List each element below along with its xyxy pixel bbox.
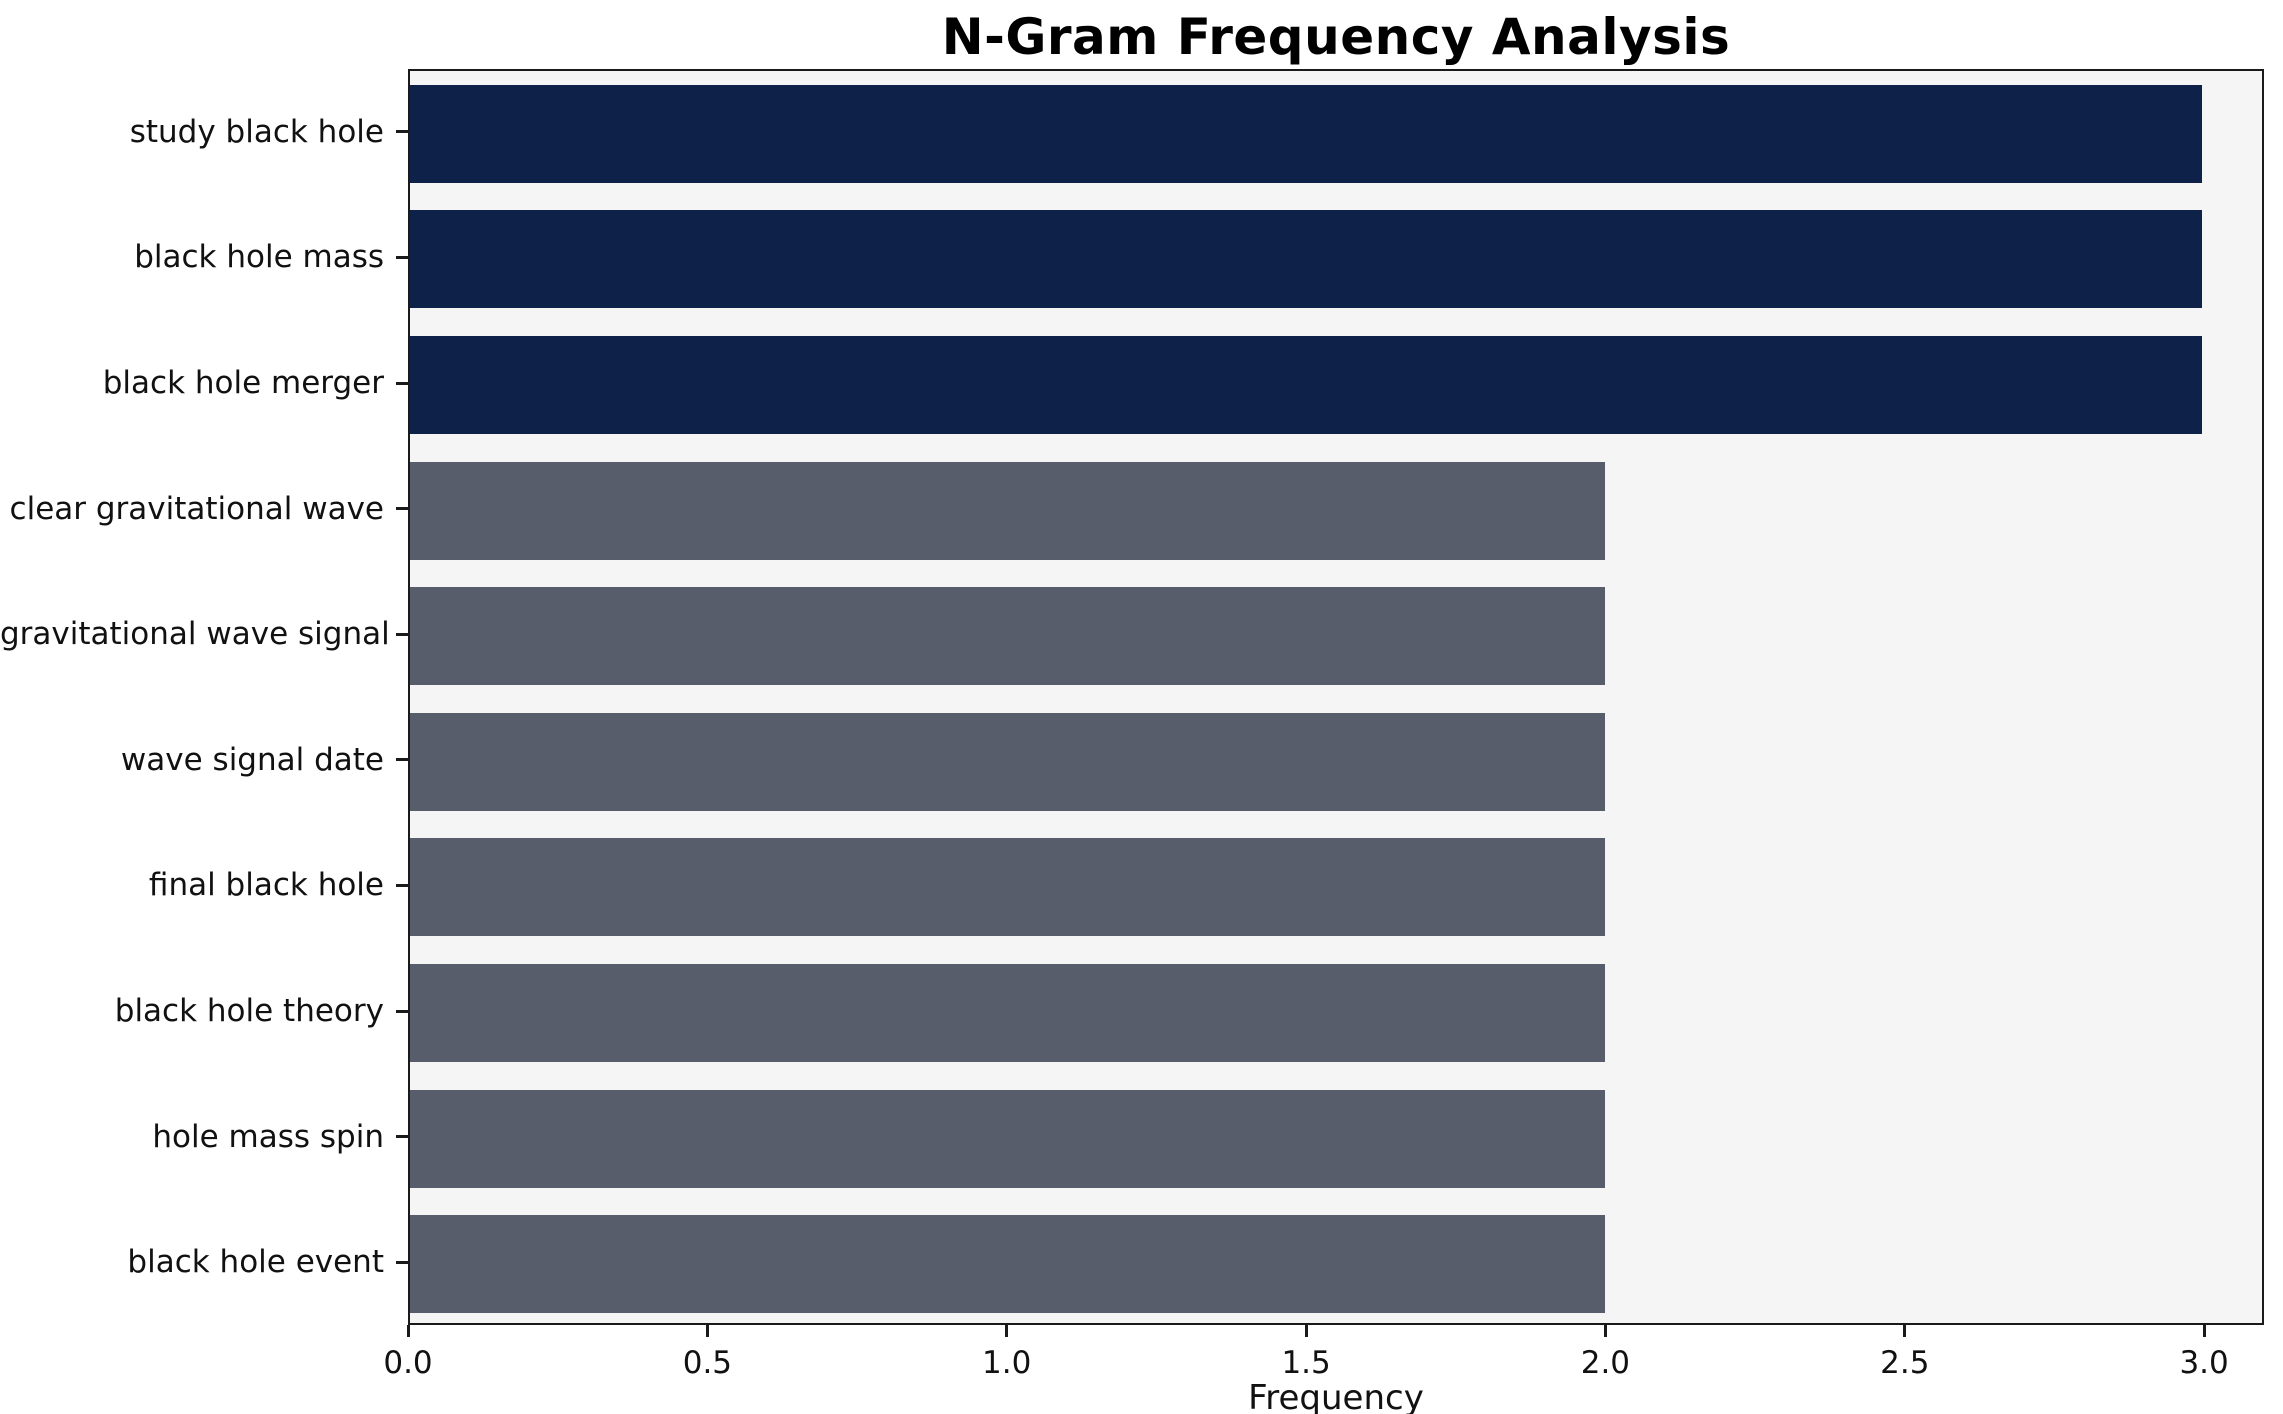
bar bbox=[410, 210, 2203, 309]
chart-title: N-Gram Frequency Analysis bbox=[941, 8, 1731, 66]
x-tick-mark bbox=[406, 1325, 410, 1337]
x-axis-label: Frequency bbox=[1248, 1378, 1424, 1414]
x-tick-label: 0.5 bbox=[682, 1345, 733, 1381]
x-tick-label: 2.0 bbox=[1580, 1345, 1631, 1381]
y-tick-label: gravitational wave signal bbox=[0, 616, 390, 653]
y-tick-mark bbox=[396, 883, 408, 887]
bar bbox=[410, 461, 1605, 560]
y-tick-label: black hole mass bbox=[134, 239, 384, 276]
y-tick-mark bbox=[396, 1009, 408, 1013]
y-tick-mark bbox=[396, 1135, 408, 1139]
y-tick-mark bbox=[396, 255, 408, 259]
bar bbox=[410, 838, 1605, 937]
y-tick-mark bbox=[396, 381, 408, 385]
y-tick-label: study black hole bbox=[129, 113, 384, 150]
bar bbox=[410, 1089, 1605, 1188]
y-tick-label: hole mass spin bbox=[152, 1118, 384, 1155]
y-tick-label: final black hole bbox=[148, 867, 384, 904]
x-tick-mark bbox=[1903, 1325, 1907, 1337]
x-tick-mark bbox=[705, 1325, 709, 1337]
y-tick-label: black hole event bbox=[127, 1244, 384, 1281]
y-tick-label: wave signal date bbox=[120, 741, 384, 778]
x-tick-label: 3.0 bbox=[2179, 1345, 2229, 1381]
x-tick-label: 1.0 bbox=[982, 1345, 1032, 1381]
bar bbox=[410, 1215, 1605, 1314]
y-tick-label: clear gravitational wave bbox=[9, 490, 384, 527]
y-tick-label: black hole theory bbox=[114, 993, 384, 1029]
x-tick-label: 0.0 bbox=[383, 1345, 433, 1381]
bar bbox=[410, 84, 2203, 183]
bar bbox=[410, 964, 1605, 1062]
bar bbox=[410, 336, 2203, 434]
y-tick-mark bbox=[396, 1260, 408, 1264]
y-tick-mark bbox=[396, 130, 408, 134]
y-tick-label: black hole merger bbox=[102, 365, 384, 401]
x-tick-mark bbox=[1603, 1325, 1607, 1337]
x-tick-label: 1.5 bbox=[1281, 1345, 1331, 1381]
y-tick-mark bbox=[396, 507, 408, 511]
bar bbox=[410, 587, 1605, 686]
plot-area bbox=[408, 69, 2264, 1325]
x-tick-mark bbox=[1304, 1325, 1308, 1337]
y-tick-mark bbox=[396, 758, 408, 762]
bar bbox=[410, 712, 1605, 811]
x-tick-label: 2.5 bbox=[1880, 1345, 1930, 1381]
x-tick-mark bbox=[1005, 1325, 1009, 1337]
y-tick-mark bbox=[396, 632, 408, 636]
x-tick-mark bbox=[2202, 1325, 2206, 1337]
